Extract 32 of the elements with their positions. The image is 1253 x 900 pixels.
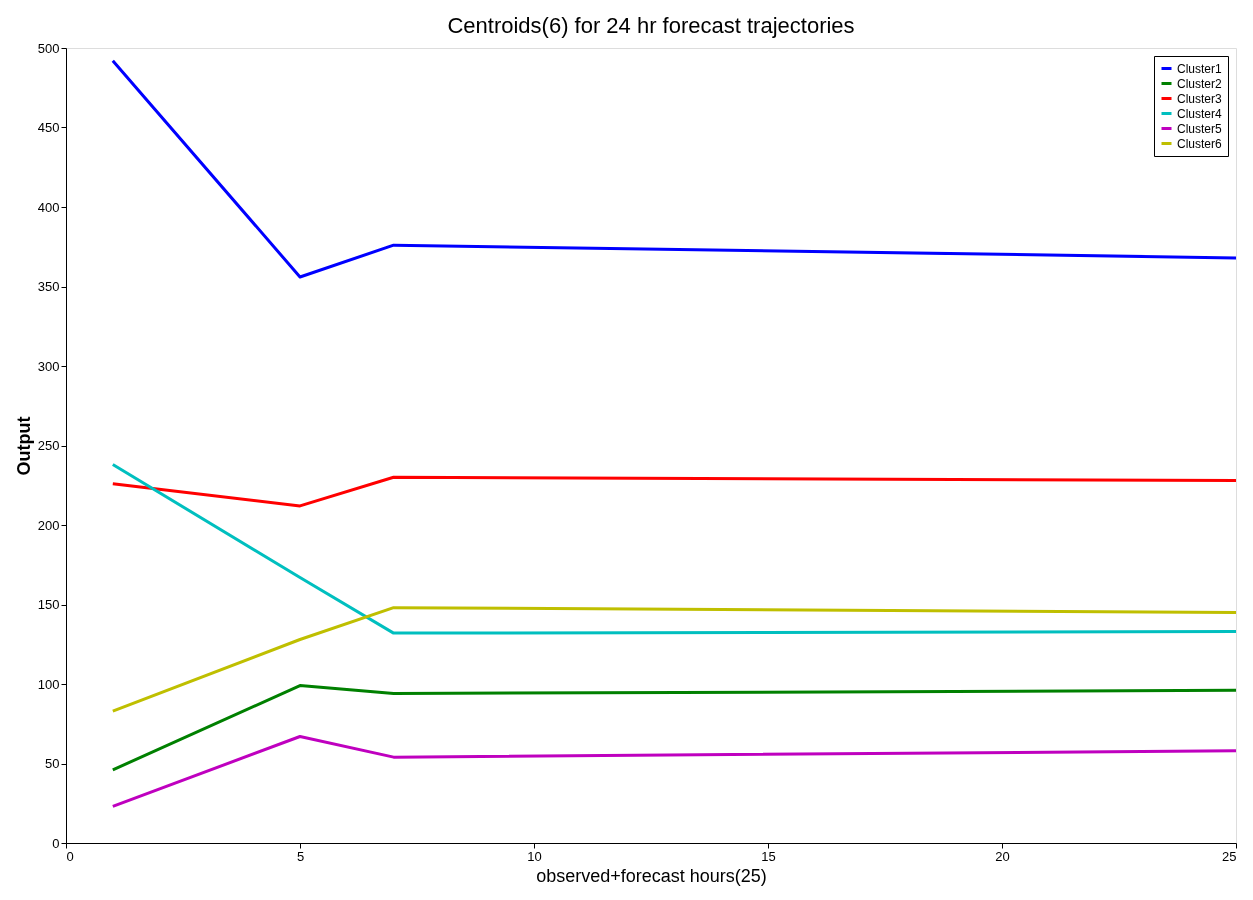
legend-label: Cluster5 xyxy=(1177,121,1223,136)
y-tick-label: 200 xyxy=(37,517,60,533)
line-series xyxy=(111,463,1238,635)
y-tick-label: 300 xyxy=(37,358,60,374)
x-tick-label: 25 xyxy=(1222,848,1237,864)
legend-label: Cluster6 xyxy=(1177,136,1223,151)
y-tick-label: 500 xyxy=(37,40,60,56)
y-tick-label: 450 xyxy=(37,120,60,135)
x-axis-title: observed+forecast hours(25) xyxy=(536,865,767,886)
y-tick-label: 150 xyxy=(37,597,60,612)
y-tick-label: 250 xyxy=(37,438,60,453)
x-tick-label: 0 xyxy=(66,848,74,864)
y-tick-label: 50 xyxy=(45,756,60,771)
y-tick-label: 350 xyxy=(37,279,60,294)
x-tick-label: 20 xyxy=(995,848,1010,864)
legend-label: Cluster4 xyxy=(1177,106,1223,121)
x-tick-label: 15 xyxy=(761,848,776,864)
line-series xyxy=(111,59,1238,279)
line-series xyxy=(111,734,1238,808)
line-series xyxy=(111,606,1238,713)
legend-label: Cluster3 xyxy=(1177,91,1223,106)
legend-label: Cluster2 xyxy=(1177,76,1223,91)
x-tick-label: 5 xyxy=(296,848,305,864)
line-series xyxy=(111,684,1238,772)
legend-label: Cluster1 xyxy=(1177,61,1223,76)
x-tick-label: 10 xyxy=(527,848,542,864)
y-axis-title: Output xyxy=(13,416,34,476)
y-tick-label: 100 xyxy=(37,676,60,692)
line-series xyxy=(111,475,1238,508)
y-tick-label: 0 xyxy=(52,835,60,851)
chart-title: Centroids(6) for 24 hr forecast trajectories xyxy=(447,13,855,38)
y-tick-label: 400 xyxy=(37,199,60,215)
